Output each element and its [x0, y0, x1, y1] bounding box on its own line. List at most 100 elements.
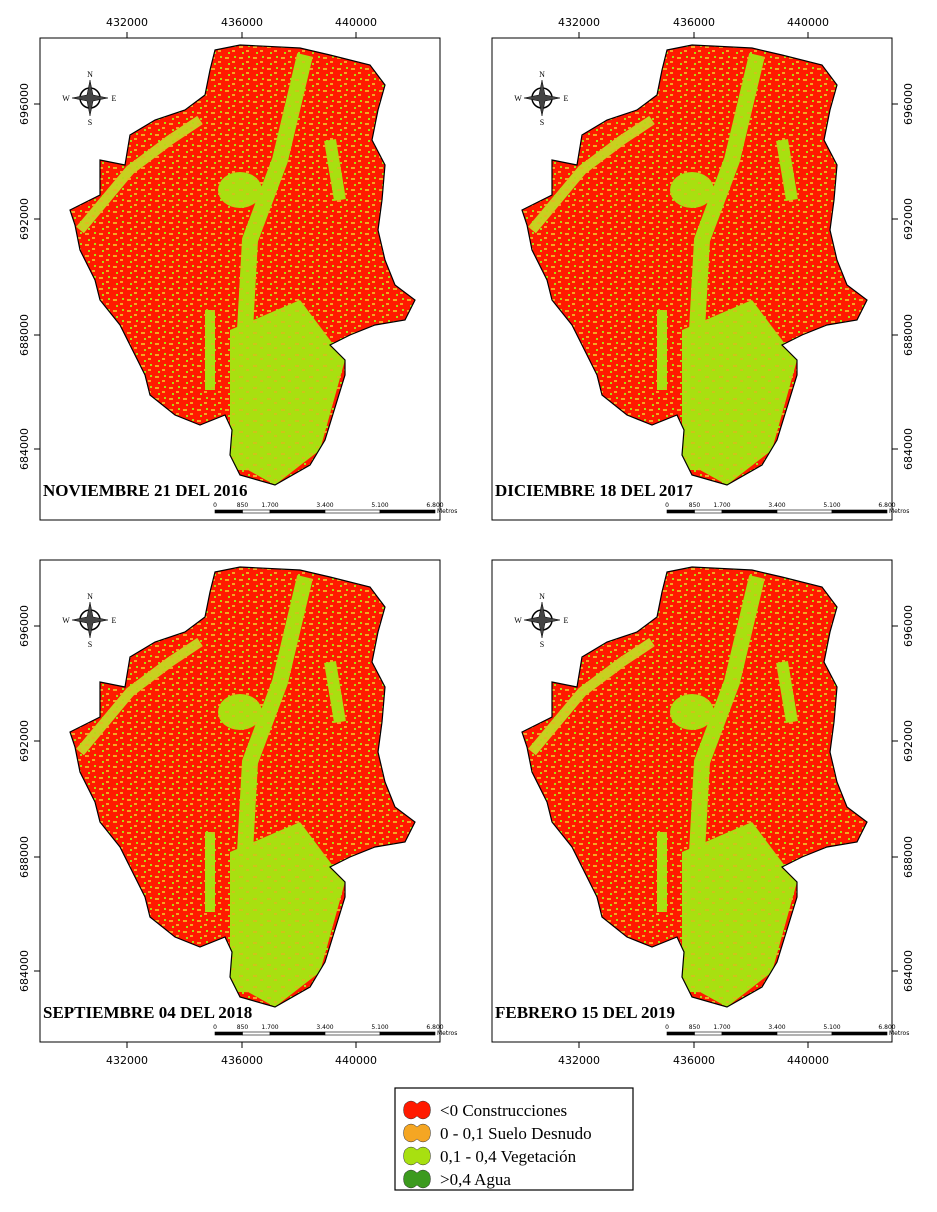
scale-label: 850: [237, 1024, 249, 1031]
compass-letter: N: [87, 592, 93, 601]
map-panel: 432000 436000 440000 696000 692000 688000 6840…: [18, 560, 457, 1067]
scale-segment: [324, 1031, 381, 1036]
scale-label: 1.700: [261, 502, 278, 509]
y-tick-label: 696000: [18, 605, 31, 647]
compass-letter: W: [514, 94, 522, 103]
panel-title: DICIEMBRE 18 DEL 2017: [495, 481, 693, 500]
scale-label: 1.700: [713, 502, 730, 509]
compass-letter: E: [564, 616, 569, 625]
scale-label: 6.800: [426, 1024, 443, 1031]
scale-segment: [831, 1031, 888, 1036]
scale-label: 0: [665, 1024, 669, 1031]
scale-label: 850: [237, 502, 249, 509]
x-tick-label: 440000: [335, 16, 377, 29]
scale-segment: [269, 509, 326, 514]
y-tick-label: 688000: [18, 836, 31, 878]
x-tick-label: 436000: [221, 16, 263, 29]
compass-letter: N: [539, 70, 545, 79]
y-tick-label: 692000: [902, 198, 915, 240]
legend-label: 0 - 0,1 Suelo Desnudo: [440, 1124, 592, 1143]
y-tick-label: 696000: [902, 605, 915, 647]
scale-label: 0: [213, 1024, 217, 1031]
compass-letter: S: [540, 640, 544, 649]
scale-segment: [721, 509, 778, 514]
scale-segment: [666, 1031, 695, 1036]
y-tick-label: 696000: [18, 83, 31, 125]
scale-segment: [694, 509, 723, 514]
x-tick-label: 436000: [673, 16, 715, 29]
scale-segment: [324, 509, 381, 514]
scale-label: 5.100: [823, 1024, 840, 1031]
panel-title: FEBRERO 15 DEL 2019: [495, 1003, 675, 1022]
scale-segment: [379, 1031, 436, 1036]
scale-label: 1.700: [713, 1024, 730, 1031]
legend-swatch: [403, 1100, 431, 1120]
map-panel: 432000 436000 440000 696000 692000 688000 6840…: [18, 16, 457, 521]
scale-segment: [721, 1031, 778, 1036]
scale-unit: Metros: [437, 508, 457, 515]
legend-label: <0 Construcciones: [440, 1101, 567, 1120]
y-tick-label: 692000: [902, 720, 915, 762]
compass-letter: S: [88, 640, 92, 649]
scale-segment: [831, 509, 888, 514]
x-tick-label: 440000: [787, 16, 829, 29]
legend-box: [394, 1087, 634, 1191]
compass-letter: S: [540, 118, 544, 127]
scale-label: 6.800: [426, 502, 443, 509]
x-tick-label: 432000: [558, 1054, 600, 1067]
y-tick-label: 692000: [18, 198, 31, 240]
y-tick-label: 696000: [902, 83, 915, 125]
scale-segment: [242, 1031, 271, 1036]
scale-segment: [776, 509, 833, 514]
compass-letter: E: [112, 94, 117, 103]
legend-label: 0,1 - 0,4 Vegetación: [440, 1147, 577, 1166]
y-tick-label: 684000: [18, 428, 31, 470]
compass-letter: W: [62, 94, 70, 103]
scale-unit: Metros: [889, 508, 909, 515]
y-tick-label: 684000: [902, 950, 915, 992]
legend-swatch: [403, 1146, 431, 1166]
scale-label: 850: [689, 1024, 701, 1031]
legend-swatch: [403, 1123, 431, 1143]
compass-star: [523, 601, 561, 639]
scale-unit: Metros: [437, 1030, 457, 1037]
y-tick-label: 688000: [902, 836, 915, 878]
scale-segment: [666, 509, 695, 514]
map-panel: 432000 436000 440000 696000 692000 688000 6840…: [491, 16, 915, 521]
scale-label: 0: [213, 502, 217, 509]
scale-segment: [694, 1031, 723, 1036]
scale-segment: [214, 1031, 243, 1036]
compass-star: [71, 79, 109, 117]
scale-label: 3.400: [316, 1024, 333, 1031]
scale-segment: [269, 1031, 326, 1036]
y-tick-label: 684000: [18, 950, 31, 992]
y-tick-label: 688000: [18, 314, 31, 356]
compass-letter: S: [88, 118, 92, 127]
legend-label: >0,4 Agua: [440, 1170, 511, 1189]
compass-letter: W: [514, 616, 522, 625]
compass-letter: E: [564, 94, 569, 103]
scale-label: 3.400: [316, 502, 333, 509]
scale-unit: Metros: [889, 1030, 909, 1037]
compass-star: [523, 79, 561, 117]
scale-label: 3.400: [768, 502, 785, 509]
y-tick-label: 684000: [902, 428, 915, 470]
scale-label: 850: [689, 502, 701, 509]
scale-segment: [776, 1031, 833, 1036]
x-tick-label: 432000: [106, 1054, 148, 1067]
scale-label: 6.800: [878, 502, 895, 509]
x-tick-label: 440000: [335, 1054, 377, 1067]
scale-label: 6.800: [878, 1024, 895, 1031]
scale-label: 1.700: [261, 1024, 278, 1031]
scale-label: 5.100: [371, 502, 388, 509]
panel-title: NOVIEMBRE 21 DEL 2016: [43, 481, 248, 500]
scale-label: 5.100: [371, 1024, 388, 1031]
compass-letter: E: [112, 616, 117, 625]
x-tick-label: 436000: [221, 1054, 263, 1067]
scale-segment: [214, 509, 243, 514]
compass-letter: N: [87, 70, 93, 79]
compass-letter: W: [62, 616, 70, 625]
legend: <0 Construcciones 0 - 0,1 Suelo Desnudo 0,…: [394, 1087, 634, 1191]
scale-label: 0: [665, 502, 669, 509]
compass-letter: N: [539, 592, 545, 601]
